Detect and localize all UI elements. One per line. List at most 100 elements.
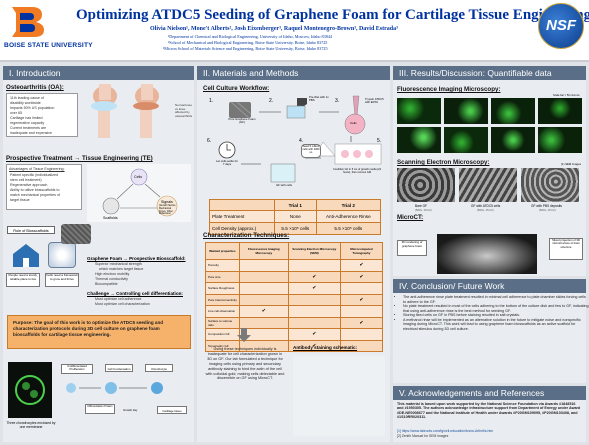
triad-scaffolds: Scaffolds [103, 216, 118, 220]
cells-caption: Cells need a framework to grow and thriv… [45, 273, 79, 287]
sem-subcaption-cells: (500x, 15 kV) [477, 208, 494, 212]
sem-image-cells [459, 168, 517, 202]
fluor-image-8 [538, 127, 582, 153]
affiliation-3: ³Micron School of Materials Science and … [163, 46, 328, 51]
fluor-image-6 [444, 127, 488, 153]
results-panel: III. Results/Discussion: Quantifiable da… [393, 66, 586, 234]
check-icon: ✔ [287, 270, 341, 283]
graphene-foam-photo [61, 224, 91, 244]
char-cell [238, 259, 289, 272]
sem-title: Scanning Electron Microscopy: [397, 159, 490, 166]
university-wordmark: BOISE STATE UNIVERSITY [4, 42, 93, 49]
trial-table: Trial 1 Trial 2 Plate Treatment None Ant… [208, 199, 382, 235]
house-icon [11, 242, 41, 268]
flow-step-chondrocyte: Chondrocyte [145, 364, 173, 372]
check-icon: ✔ [339, 293, 384, 306]
te-triad-diagram: Cells Signals Scaffolds (Growth factors,… [87, 164, 191, 222]
chondrocyte-caption: Three chondrocytes enclosed by one membr… [6, 421, 56, 429]
cells-tube-label: Cells [350, 121, 357, 125]
flow-step-condensation: Cell Condensation [105, 364, 133, 372]
characterization-table: Wanted properties Fluorescence Imaging M… [205, 242, 384, 352]
technique-explanation: Using these techniques individually is i… [205, 347, 285, 381]
affiliation-1: ¹Department of Chemical and Biological E… [168, 34, 333, 39]
ref-1: [1] https://www.labroots.com/tg/cell-edu… [397, 429, 494, 433]
gf-title: Graphene Foam → Prospective Biosscaffold… [87, 256, 186, 261]
step-1-number: 1. [209, 98, 214, 104]
char-table-row: Topography GF ✔ [205, 339, 384, 352]
char-row-label: Porosity [205, 259, 240, 272]
char-table-row: Pore Interconnectivity ✔ [205, 293, 384, 306]
sem-subcaption-bare: (500x, 15 kV) [415, 208, 432, 212]
fluor-image-7 [491, 127, 535, 153]
microct-right-caption: Sliced projection of 3D microstructure o… [549, 238, 583, 260]
check-icon: ✔ [287, 282, 341, 295]
check-icon: ✔ [287, 328, 341, 341]
char-cell [287, 316, 341, 329]
char-cell [339, 339, 384, 352]
nsf-logo: NSF [538, 3, 584, 49]
fluor-image-4 [538, 98, 582, 124]
flow-step-protein: Differentiation Protein [85, 404, 115, 414]
challenge-title: Challenge → Controlling cell differentia… [87, 291, 183, 296]
antibody-schematic [293, 356, 385, 436]
fluor-image-5 [397, 127, 441, 153]
check-icon: ✔ [287, 339, 341, 352]
sem-tag: (1) SEM images [561, 162, 582, 166]
oa-list: 11th leading cause of disability worldwi… [6, 93, 78, 137]
microct-left-caption: 3D rendering of graphene foam [397, 240, 427, 256]
sem-image-pbs [521, 168, 579, 202]
char-row-label: Pore Interconnectivity [205, 293, 240, 306]
fluorescence-scale-bar: Scale bar = 50 microns [553, 94, 580, 97]
knee-illustration [81, 82, 173, 140]
acknowledgements-panel: V. Acknowledgements and References This … [393, 386, 586, 442]
differentiation-flow: Undifferentiated Proliferation Cell Cond… [61, 362, 191, 422]
step-7-label: GF with cells [275, 183, 292, 187]
acknowledgements-heading: V. Acknowledgements and References [393, 386, 586, 400]
char-cell [287, 293, 341, 306]
advantages-box: Advantages of Tissue Engineering: Patien… [6, 164, 82, 210]
flow-growth-day: Growth day [123, 408, 138, 412]
nsf-logo-text: NSF [546, 17, 576, 34]
characterization-title: Characterization Techniques: [203, 232, 290, 239]
check-icon: ✔ [339, 270, 384, 283]
sem-image-bare [397, 168, 455, 202]
char-table-row: Surface Roughness ✔ [205, 282, 384, 295]
char-table-row: Composition GF ✔ [205, 328, 384, 341]
materials-panel: II. Materials and Methods Cell Culture W… [197, 66, 390, 442]
char-table-row: Pore size ✔ ✔ [205, 270, 384, 283]
ref-2: [2] Zenith Manual for SEM images [397, 434, 449, 438]
introduction-panel: I. Introduction Osteoarthritis (OA): 11t… [3, 66, 194, 442]
step-3-number: 3. [335, 98, 340, 104]
conclusion-panel: IV. Conclusion/ Future Work The anti-adh… [393, 279, 589, 383]
chondrocyte-image [8, 362, 52, 418]
ack-text: This material is based upon work support… [397, 402, 581, 420]
people-caption: People need a sturdy, reliable place to … [6, 273, 40, 287]
char-row-label: Topography GF [205, 339, 240, 352]
char-cell [339, 328, 384, 341]
fluor-image-3 [491, 98, 535, 124]
microct-render [437, 234, 537, 274]
step-6-label: Let cells settle for 7 days [216, 159, 238, 167]
cell-scaffold-icon [48, 242, 76, 268]
materials-heading: II. Materials and Methods [197, 66, 390, 80]
char-row-label: Pore size [205, 270, 240, 283]
sem-caption-cells: GF with ATDC5 cells [471, 204, 501, 208]
oa-title: Osteoarthritis (OA): [6, 84, 64, 91]
flow-step-cartilage: Cartilage tissue [157, 406, 187, 414]
introduction-heading: I. Introduction [3, 66, 194, 80]
char-row-label: Surface Roughness [205, 282, 240, 295]
conclusion-bullet: No plate treatment resulted in most of t… [403, 304, 589, 313]
step-3-label: Trypsin ATDC5 with EDTA [365, 97, 384, 105]
step-5-label: Condition GF in 5 mL of growth media (24… [332, 168, 382, 175]
workflow-diagram: 1. Pure Graphene Foam (GF) 2. Pre-Wet wi… [201, 94, 387, 190]
char-cell [287, 305, 341, 318]
role-label: Role of Biosscaffolds [7, 226, 55, 234]
char-cell [238, 293, 289, 306]
prospective-treatment-title: Prospective Treatment → Tissue Engineeri… [6, 155, 153, 162]
conclusion-bullet: Storing fixed cells on GF in PBS before … [403, 313, 589, 318]
microct-title: MicroCT: [397, 214, 424, 221]
char-table-row: Porosity ✔ [205, 259, 384, 272]
sem-caption-pbs: GF with PBS deposits [531, 204, 563, 208]
conclusion-bullet: The anti-adherence rinse plate treatment… [403, 295, 589, 304]
university-logo [6, 5, 46, 39]
